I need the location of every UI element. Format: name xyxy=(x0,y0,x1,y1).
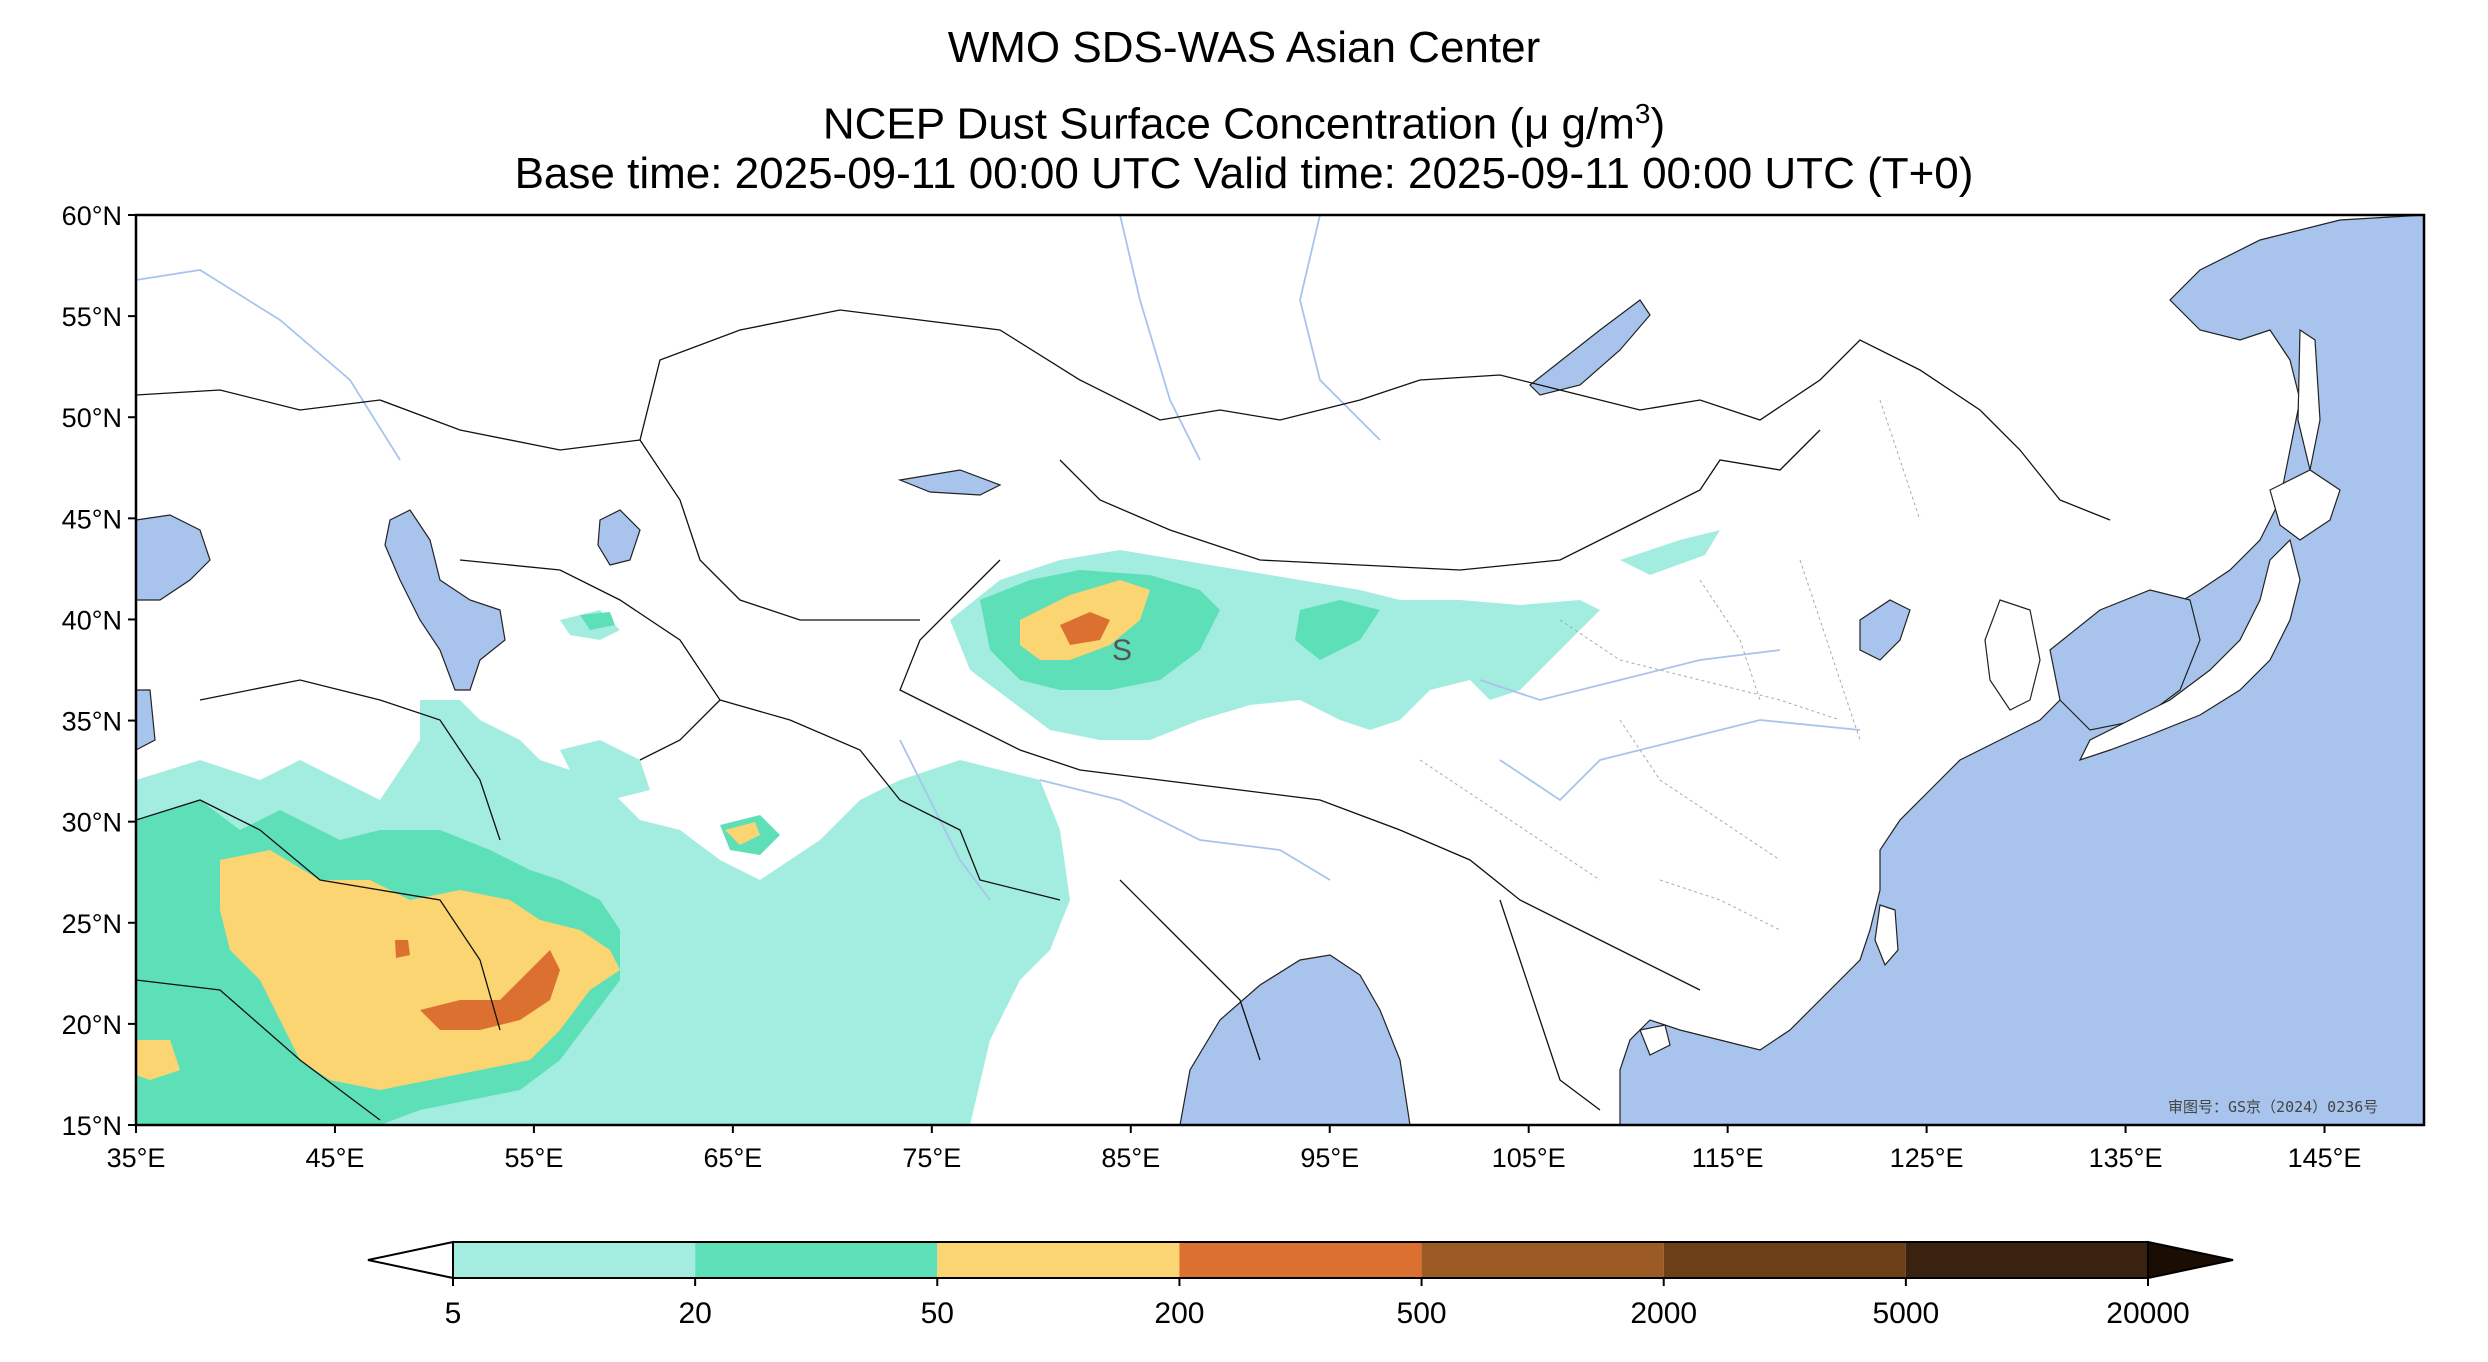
map-approval-watermark: 审图号：GS京（2024）0236号 xyxy=(2168,1098,2378,1116)
taiwan xyxy=(1874,904,1899,967)
lon-tick-label: 85°E xyxy=(1101,1143,1160,1173)
colorbar-tick-label: 2000 xyxy=(1630,1297,1697,1330)
lat-tick-label: 50°N xyxy=(62,403,122,433)
hainan xyxy=(1639,1024,1671,1056)
title-line-2: NCEP Dust Surface Concentration (μ g/m3) xyxy=(0,88,2488,151)
colorbar-frame xyxy=(452,1241,2149,1279)
caspian-sea xyxy=(384,509,506,691)
colorbar-over-extension xyxy=(2147,1240,2234,1280)
station-marker-label: S xyxy=(1112,634,1132,667)
sea-of-japan xyxy=(2049,589,2201,731)
colorbar-segment xyxy=(1663,1242,1906,1278)
longitude-axis: 35°E 45°E 55°E 65°E 75°E 85°E 95°E 105°E 115°E 12… xyxy=(107,1125,2362,1173)
title-line-1: WMO SDS-WAS Asian Center xyxy=(947,23,1541,72)
colorbar-segment xyxy=(695,1242,938,1278)
colorbar-segment xyxy=(1905,1242,2148,1278)
latitude-axis: 60°N 55°N 50°N 45°N 40°N 35°N 30°N 25°N 20°N 15°N xyxy=(62,201,136,1141)
lon-tick-label: 125°E xyxy=(1890,1143,1964,1173)
dust-level-200-500 xyxy=(395,612,1110,1030)
colorbar-tick-label: 20 xyxy=(678,1297,711,1330)
colorbar-segment xyxy=(1421,1242,1664,1278)
lon-tick-label: 145°E xyxy=(2288,1143,2362,1173)
colorbar-under-extension xyxy=(367,1240,454,1280)
aral-sea xyxy=(597,509,641,566)
colorbar: 5 20 50 200 500 2000 5000 20000 xyxy=(367,1240,2234,1330)
colorbar-tick-label: 200 xyxy=(1154,1297,1204,1330)
korea xyxy=(1984,599,2041,711)
lon-tick-label: 65°E xyxy=(703,1143,762,1173)
black-sea xyxy=(136,514,211,601)
lake-balkhash xyxy=(897,469,1002,496)
japan-honshu xyxy=(2078,538,2301,762)
lat-tick-label: 35°N xyxy=(62,707,122,737)
lat-tick-label: 20°N xyxy=(62,1010,122,1040)
lat-tick-label: 60°N xyxy=(62,201,122,231)
lon-tick-label: 105°E xyxy=(1492,1143,1566,1173)
rivers xyxy=(136,215,1861,901)
lon-tick-label: 135°E xyxy=(2089,1143,2163,1173)
dust-field xyxy=(136,530,1720,1125)
plot-frame xyxy=(134,213,2426,1127)
lat-tick-label: 30°N xyxy=(62,808,122,838)
colorbar-segment xyxy=(937,1242,1180,1278)
lon-tick-label: 75°E xyxy=(902,1143,961,1173)
lat-tick-label: 45°N xyxy=(62,504,122,534)
colorbar-segment xyxy=(1179,1242,1422,1278)
sakhalin xyxy=(2297,328,2321,471)
title-unit: μ g/m xyxy=(1523,99,1635,149)
bohai-sea xyxy=(1859,599,1911,661)
lat-tick-label: 15°N xyxy=(62,1111,122,1141)
colorbar-tick-label: 500 xyxy=(1397,1297,1447,1330)
lon-tick-label: 35°E xyxy=(107,1143,166,1173)
colorbar-tick-label: 20000 xyxy=(2106,1297,2189,1330)
lat-tick-label: 25°N xyxy=(62,909,122,939)
colorbar-tick-label: 50 xyxy=(921,1297,954,1330)
lon-tick-label: 95°E xyxy=(1300,1143,1359,1173)
title-line-3: Base time: 2025-09-11 00:00 UTC Valid ti… xyxy=(514,149,1974,198)
colorbar-tick-label: 5000 xyxy=(1872,1297,1939,1330)
map-area: S xyxy=(136,215,2424,1125)
lat-tick-label: 55°N xyxy=(62,302,122,332)
pacific-ocean xyxy=(1619,215,2424,1125)
colorbar-segment xyxy=(453,1242,696,1278)
lat-tick-label: 40°N xyxy=(62,605,122,635)
country-borders xyxy=(136,309,2111,1121)
mediterranean-east xyxy=(136,689,156,751)
islands xyxy=(1639,328,2341,1056)
bay-of-bengal xyxy=(1179,954,1411,1125)
lon-tick-label: 45°E xyxy=(306,1143,365,1173)
lake-baikal xyxy=(1529,299,1651,396)
province-borders xyxy=(1419,399,1921,931)
title-prefix: NCEP Dust Surface Concentration ( xyxy=(822,99,1524,149)
colorbar-tick-label: 5 xyxy=(445,1297,462,1330)
title-suffix: ) xyxy=(1650,99,1666,149)
lon-tick-label: 55°E xyxy=(504,1143,563,1173)
lon-tick-label: 115°E xyxy=(1692,1143,1764,1173)
title-unit-exponent: 3 xyxy=(1634,98,1651,129)
